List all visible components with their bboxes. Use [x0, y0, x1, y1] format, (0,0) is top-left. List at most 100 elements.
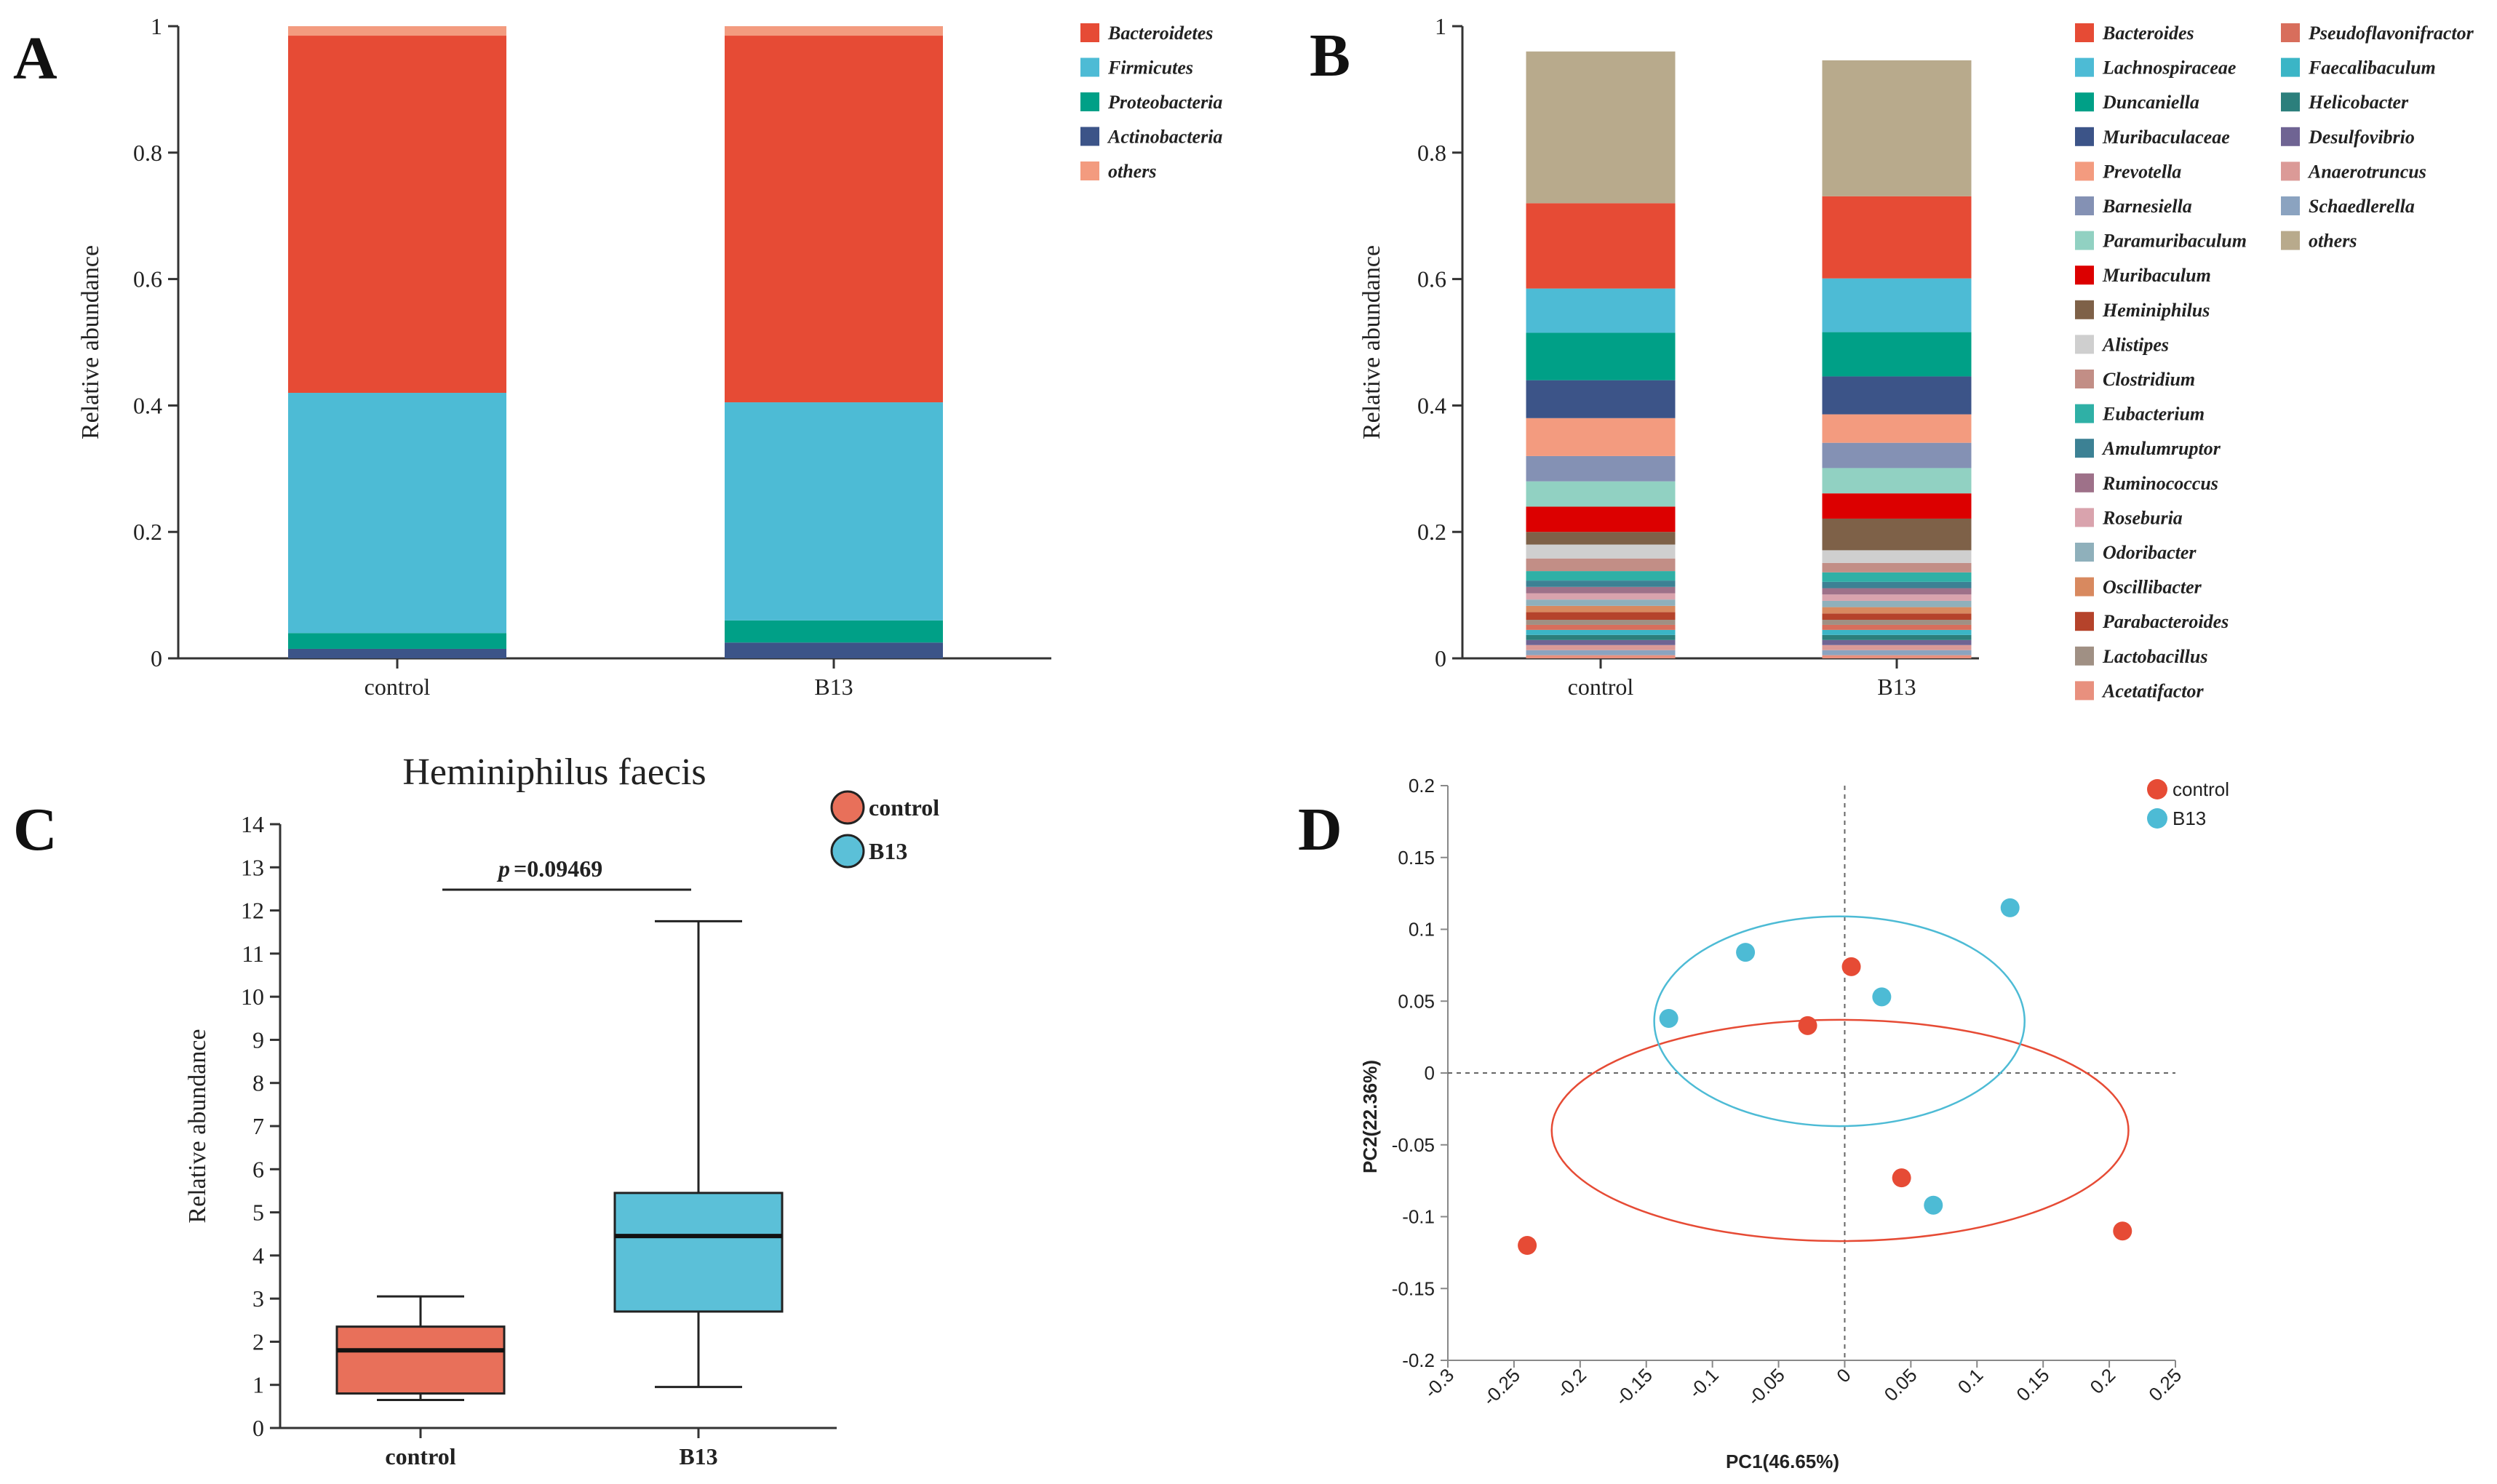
legend-label-muribaculaceae: Muribaculaceae: [2102, 127, 2230, 148]
panel-a-stacked-bar: 0 0.2 0.4 0.6 0.8 1 Relative abundance control B…: [77, 13, 1222, 700]
legend-swatch-bacteroides: [2075, 23, 2094, 42]
bar-segment-heminiphilus-control: [1526, 532, 1676, 545]
legend-swatch-actinobacteria: [1080, 127, 1099, 146]
legend-swatch-alistipes: [2075, 335, 2094, 354]
p-value-symbol: p: [496, 855, 510, 882]
y-tick-label: 0.6: [133, 266, 162, 292]
legend-swatch-anaerotruncus: [2281, 161, 2300, 181]
bar-segment-prevotella-control: [1526, 418, 1676, 456]
point-b13: [1872, 987, 1892, 1007]
legend-swatch-ruminococcus: [2075, 473, 2094, 492]
bar-segment-roseburia-control: [1526, 593, 1676, 600]
bar-segment-helicobacter-control: [1526, 634, 1676, 640]
x-tick-label: 0: [1832, 1364, 1855, 1387]
bar-segment-duncaniella-b13: [1822, 332, 1972, 377]
bar-segment-bacteroides-control: [1526, 203, 1676, 289]
bar-segment-parabacteroides-b13: [1822, 613, 1972, 620]
panel-b-stacked-bar: 0 0.2 0.4 0.6 0.8 1 Relative abundance control B…: [1358, 13, 2474, 701]
bar-segment-pseudoflavonifractor-b13: [1822, 624, 1972, 630]
legend-marker-b13: [830, 834, 865, 869]
bar-segment-ruminococcus-control: [1526, 586, 1676, 594]
legend-swatch-odoribacter: [2075, 543, 2094, 562]
bar-segment-anaerotruncus-control: [1526, 645, 1676, 650]
y-tick-label: 0: [1425, 1062, 1435, 1084]
bar-segment-paramuribaculum-b13: [1822, 468, 1972, 494]
x-tick-label-b13: B13: [1877, 674, 1916, 700]
bar-segment-bacteroidetes-b13: [725, 36, 943, 403]
bar-segment-bacteroides-b13: [1822, 196, 1972, 279]
bar-segment-acetatifactor-b13: [1822, 655, 1972, 658]
x-tick-label: -0.05: [1743, 1364, 1789, 1410]
x-tick-label: -0.15: [1611, 1364, 1657, 1410]
legend-label-others: others: [2309, 231, 2357, 252]
bar-segment-others-control: [288, 26, 506, 36]
legend-swatch-pseudoflavonifractor: [2281, 23, 2300, 42]
bar-segment-proteobacteria-control: [288, 633, 506, 649]
legend-swatch-prevotella: [2075, 161, 2094, 181]
legend-label-amulumruptor: Amulumruptor: [2101, 438, 2221, 459]
point-b13: [2000, 898, 2020, 917]
bar-segment-eubacterium-b13: [1822, 572, 1972, 582]
y-tick-label: 1: [151, 13, 162, 39]
x-tick-label: -0.2: [1552, 1364, 1590, 1403]
legend-label-control: control: [869, 794, 939, 821]
legend-swatch-muribaculum: [2075, 266, 2094, 285]
point-control: [1841, 957, 1861, 976]
x-tick-label-b13: B13: [679, 1443, 717, 1469]
y-tick-label: 0: [1435, 645, 1446, 671]
legend-swatch-bacteroidetes: [1080, 23, 1099, 42]
chart-title: Heminiphilus faecis: [402, 751, 706, 793]
bar-segment-parabacteroides-control: [1526, 612, 1676, 620]
legend-label-desulfovibrio: Desulfovibrio: [2308, 127, 2415, 148]
y-axis-label: PC2(22.36%): [1359, 1060, 1381, 1173]
bar-segment-lactobacillus-b13: [1822, 619, 1972, 625]
legend-swatch-others: [2281, 231, 2300, 250]
bar-segment-muribaculaceae-b13: [1822, 376, 1972, 415]
bar-segment-helicobacter-b13: [1822, 634, 1972, 640]
bar-segment-duncaniella-control: [1526, 332, 1676, 380]
y-tick-label: -0.05: [1392, 1134, 1435, 1156]
y-tick-label: 10: [241, 984, 264, 1010]
legend-swatch-paramuribaculum: [2075, 231, 2094, 250]
bar-segment-paramuribaculum-control: [1526, 481, 1676, 507]
y-tick-label: 0.2: [1417, 519, 1446, 545]
panel-label-b: B: [1310, 22, 1350, 89]
legend-swatch-clostridium: [2075, 370, 2094, 388]
bar-segment-schaedlerella-control: [1526, 650, 1676, 655]
bar-segment-heminiphilus-b13: [1822, 518, 1972, 551]
y-tick-label: 0.8: [133, 140, 162, 166]
legend-swatch-proteobacteria: [1080, 92, 1099, 111]
point-control: [1518, 1236, 1537, 1255]
legend-swatch-schaedlerella: [2281, 196, 2300, 215]
y-tick-label: 9: [252, 1026, 264, 1053]
bar-segment-barnesiella-control: [1526, 455, 1676, 482]
legend-label-bacteroidetes: Bacteroidetes: [1107, 23, 1213, 44]
y-tick-label: 12: [241, 898, 264, 924]
bar-segment-amulumruptor-b13: [1822, 581, 1972, 589]
bar-segment-muribaculum-control: [1526, 506, 1676, 532]
legend-label-duncaniella: Duncaniella: [2102, 92, 2199, 113]
legend-label-eubacterium: Eubacterium: [2102, 404, 2205, 425]
bar-segment-odoribacter-b13: [1822, 600, 1972, 607]
x-tick-label: 0.15: [2012, 1364, 2053, 1405]
bar-segment-desulfovibrio-b13: [1822, 639, 1972, 645]
legend-label-alistipes: Alistipes: [2101, 334, 2169, 355]
legend-label-helicobacter: Helicobacter: [2308, 92, 2409, 113]
panel-label-d: D: [1298, 796, 1342, 863]
legend-label-oscillibacter: Oscillibacter: [2103, 577, 2202, 598]
legend-swatch-heminiphilus: [2075, 300, 2094, 319]
legend-label-parabacteroides: Parabacteroides: [2102, 611, 2229, 632]
x-axis-label: PC1(46.65%): [1726, 1451, 1839, 1472]
point-b13: [1659, 1008, 1678, 1028]
legend-swatch-lactobacillus: [2075, 646, 2094, 666]
legend-swatch-desulfovibrio: [2281, 127, 2300, 146]
y-axis-label: Relative abundance: [77, 245, 104, 439]
y-axis-label: Relative abundance: [1358, 245, 1385, 439]
point-control: [1798, 1016, 1817, 1035]
bar-segment-lachnospiraceae-control: [1526, 288, 1676, 333]
y-tick-label: 0.2: [1409, 775, 1435, 797]
y-axis-label: Relative abundance: [184, 1029, 211, 1223]
y-tick-label: 2: [252, 1328, 264, 1355]
